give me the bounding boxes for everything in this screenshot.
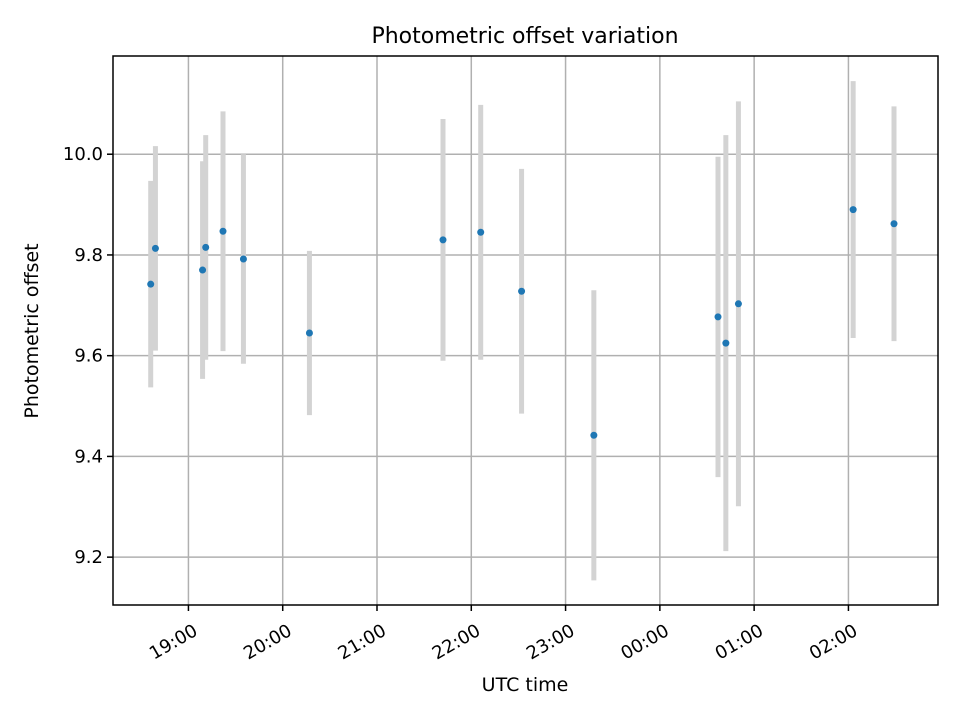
x-tick-label: 21:00 [334,620,389,664]
y-tick-label: 9.6 [74,346,103,367]
y-axis-label: Photometric offset [21,243,43,418]
x-tick-label: 02:00 [806,620,861,664]
data-point [151,244,159,252]
data-point [890,220,898,228]
y-tick-label: 9.4 [74,446,103,467]
grid [113,56,938,605]
data-point [714,313,722,321]
data-point [202,243,210,251]
x-tick-label: 01:00 [712,620,767,664]
data-point [477,228,485,236]
y-tick-label: 9.8 [74,245,103,266]
x-axis-ticks: 19:00 20:00 21:00 22:00 23:00 00:00 01:00 02:00 [146,605,861,664]
data-point [590,431,598,439]
chart-title: Photometric offset variation [371,24,678,49]
x-tick-label: 23:00 [523,620,578,664]
error-bars [148,81,897,581]
x-axis-label: UTC time [482,674,569,696]
y-tick-label: 10.0 [63,144,103,165]
x-tick-label: 19:00 [146,620,201,664]
data-point [239,255,247,263]
data-point [305,329,313,337]
data-point [722,339,730,347]
x-tick-label: 00:00 [617,620,672,664]
data-point [734,300,742,308]
data-point [518,287,526,295]
x-tick-label: 22:00 [429,620,484,664]
data-point [439,236,447,244]
data-point [219,227,227,235]
data-point [199,266,207,274]
x-tick-label: 20:00 [240,620,295,664]
plot-frame [112,55,939,606]
data-points [147,206,898,439]
data-point [849,206,857,214]
y-axis-ticks: 9.2 9.4 9.6 9.8 10.0 [63,144,113,568]
data-point [147,280,155,288]
y-tick-label: 9.2 [74,547,103,568]
